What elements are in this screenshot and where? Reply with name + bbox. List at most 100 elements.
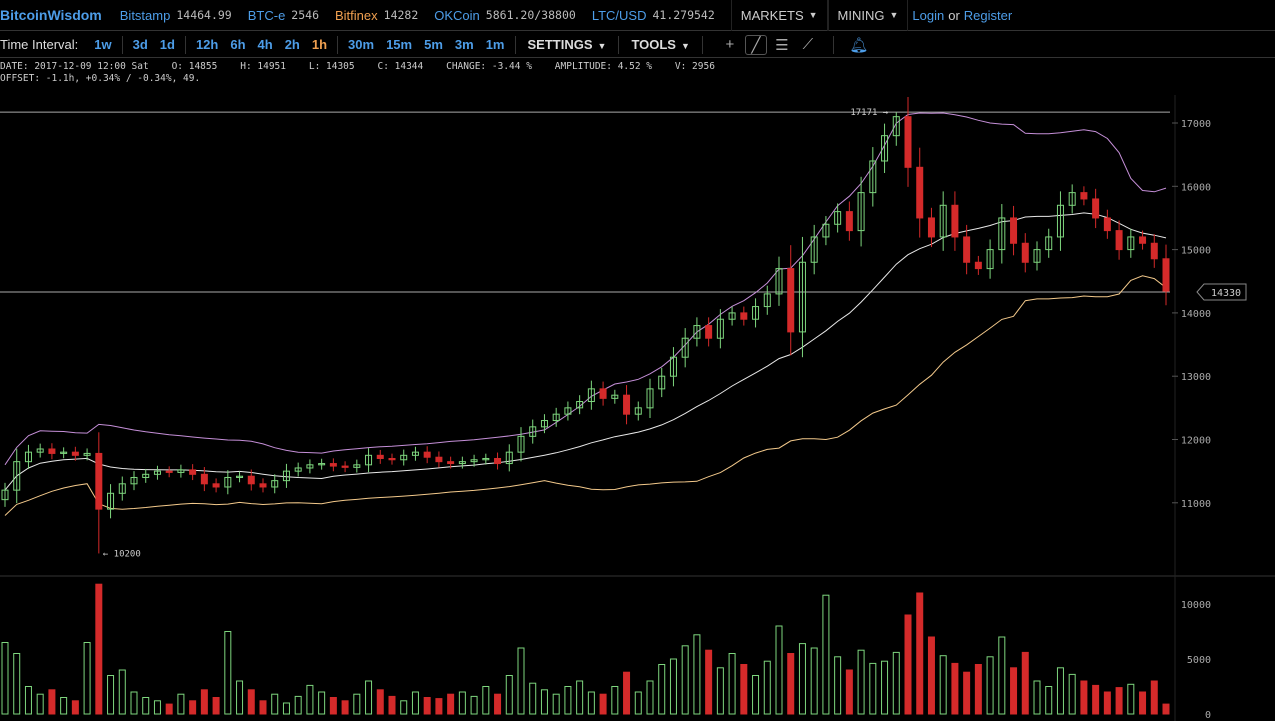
current-price-tag <box>1196 283 1247 301</box>
volume-bar <box>236 680 244 715</box>
markets-menu[interactable]: MARKETS ▼ <box>730 0 828 31</box>
interval-list: 1w 3d 1d 12h 6h 4h 2h 1h 30m 15m 5m 3m 1m <box>88 35 510 54</box>
line-tool-icon[interactable]: ╱ <box>744 34 767 55</box>
volume-bar <box>1139 691 1147 715</box>
interval-1m[interactable]: 1m <box>485 37 505 52</box>
candle-up <box>505 451 513 465</box>
bell-alert-icon[interactable]: 🔔︎ <box>849 36 869 54</box>
interval-12h[interactable]: 12h <box>195 37 219 52</box>
candle-up <box>669 356 677 377</box>
volume-bar <box>740 664 748 715</box>
interval-2h[interactable]: 2h <box>284 37 300 52</box>
candle-down <box>376 454 384 459</box>
candle-up <box>271 480 279 488</box>
interval-4h[interactable]: 4h <box>257 37 273 52</box>
candle-up <box>60 451 68 454</box>
candle-up <box>517 435 525 453</box>
candle-down <box>71 451 79 456</box>
candle-up <box>107 492 115 510</box>
settings-menu[interactable]: SETTINGS ▼ <box>528 37 607 52</box>
interval-1h[interactable]: 1h <box>311 37 328 52</box>
volume-bar <box>60 697 68 715</box>
candle-up <box>810 236 818 263</box>
interval-3d[interactable]: 3d <box>132 37 148 52</box>
volume-bar <box>834 656 842 715</box>
candle-down <box>845 211 853 232</box>
volume-bar <box>365 680 373 715</box>
interval-15m[interactable]: 15m <box>386 37 413 52</box>
market-price: 14282 <box>383 8 419 22</box>
volume-bar <box>787 653 795 715</box>
volume-bar <box>998 636 1006 715</box>
volume-bar <box>458 691 466 715</box>
candle-down <box>787 268 795 333</box>
volume-tick-label: 5000 <box>1187 655 1211 666</box>
candle-up <box>470 459 478 463</box>
candle-down <box>388 457 396 461</box>
candle-down <box>1150 242 1158 260</box>
candle-down <box>1139 236 1147 244</box>
bollinger-lower-band <box>4 275 1167 516</box>
login-link[interactable]: Login <box>912 7 945 23</box>
volume-bar <box>845 669 853 715</box>
candle-up <box>1056 204 1064 238</box>
candle-up <box>822 223 830 238</box>
candle-up <box>681 337 689 358</box>
tools-label: TOOLS <box>631 37 676 52</box>
market-name[interactable]: BTC-e <box>247 7 286 23</box>
market-name[interactable]: OKCoin <box>434 7 480 23</box>
candle-up <box>458 461 466 465</box>
candle-down <box>623 394 631 415</box>
interval-1d[interactable]: 1d <box>159 37 175 52</box>
fib-fan-tool-icon[interactable]: ⟋ <box>802 36 814 53</box>
volume-bar <box>1033 680 1041 715</box>
candle-up <box>365 454 373 466</box>
horizontal-lines-tool-icon[interactable]: ☰ <box>775 36 789 54</box>
crosshair-tool-icon[interactable]: + <box>725 36 735 53</box>
interval-1w[interactable]: 1w <box>94 37 112 52</box>
interval-3m[interactable]: 3m <box>454 37 474 52</box>
market-price: 5861.20/38800 <box>485 8 576 22</box>
candle-up <box>83 452 91 456</box>
candle-down <box>599 388 607 399</box>
price-tick-label: 11000 <box>1181 499 1211 510</box>
market-name[interactable]: LTC/USD <box>591 7 647 23</box>
volume-bar <box>939 655 947 715</box>
market-name[interactable]: Bitfinex <box>335 7 378 23</box>
candle-up <box>1033 249 1041 263</box>
volume-bar <box>494 693 502 715</box>
volume-tick-label: 10000 <box>1181 600 1211 611</box>
candle-down <box>963 236 971 263</box>
mining-menu[interactable]: MINING ▼ <box>827 0 909 31</box>
market-name[interactable]: Bitstamp <box>119 7 171 23</box>
register-link[interactable]: Register <box>963 7 1013 23</box>
interval-30m[interactable]: 30m <box>348 37 375 52</box>
volume-bar <box>259 700 267 715</box>
interval-5m[interactable]: 5m <box>424 37 443 52</box>
divider <box>618 35 620 54</box>
volume-bar <box>1010 667 1018 715</box>
candle-up <box>306 464 314 469</box>
candle-down <box>435 456 443 463</box>
volume-bar <box>892 651 900 715</box>
candle-up <box>552 413 560 422</box>
divider <box>121 35 123 54</box>
volume-bar <box>13 653 21 715</box>
tools-menu[interactable]: TOOLS ▼ <box>631 37 689 52</box>
market-price: 41.279542 <box>652 8 715 22</box>
volume-bar <box>916 592 924 715</box>
volume-bar <box>963 671 971 715</box>
markets-label: MARKETS <box>740 7 804 23</box>
volume-bar <box>482 686 490 715</box>
logo[interactable]: BitcoinWisdom <box>0 7 102 23</box>
divider <box>337 35 339 54</box>
volume-bar <box>282 702 290 715</box>
interval-6h[interactable]: 6h <box>230 37 246 52</box>
volume-bar <box>646 680 654 715</box>
candle-down <box>247 475 255 485</box>
caret-down-icon: ▼ <box>889 10 899 20</box>
candle-down <box>1080 192 1088 200</box>
caret-down-icon: ▼ <box>808 10 818 20</box>
bollinger-middle-band <box>4 212 1167 491</box>
